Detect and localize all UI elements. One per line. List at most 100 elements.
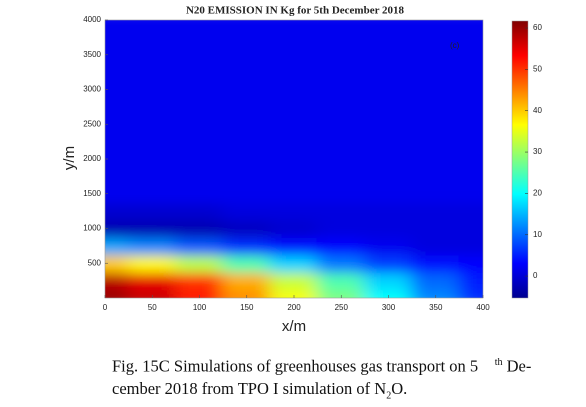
heat-cell xyxy=(127,114,177,134)
heat-cell xyxy=(458,97,483,117)
heat-cell xyxy=(316,288,366,298)
heat-cell xyxy=(174,218,225,239)
heat-cell xyxy=(316,97,366,117)
heat-cell xyxy=(222,131,272,152)
colorbar-tick-label: 50 xyxy=(533,64,542,73)
x-tick-label: 200 xyxy=(287,303,301,312)
x-tick-label: 50 xyxy=(148,303,157,312)
heat-cell xyxy=(105,79,130,100)
chart-title: N20 EMISSION IN Kg for 5th December 2018 xyxy=(186,5,405,17)
heat-cell xyxy=(316,166,366,187)
heat-cell xyxy=(363,20,414,30)
y-axis-label: y/m xyxy=(61,146,78,170)
heat-cell xyxy=(222,79,272,100)
heat-cell xyxy=(105,62,130,82)
heat-cell xyxy=(316,131,366,152)
heat-cell xyxy=(363,79,414,100)
heat-cell xyxy=(127,166,177,187)
heat-cell xyxy=(411,253,461,273)
y-tick-label: 500 xyxy=(88,258,102,267)
x-tick-label: 150 xyxy=(240,303,254,312)
x-tick-label: 100 xyxy=(193,303,207,312)
heat-cell xyxy=(269,27,319,48)
heat-cell xyxy=(105,20,130,30)
heat-cell xyxy=(363,114,414,134)
heat-cell xyxy=(363,45,414,65)
heat-cell xyxy=(458,236,483,256)
colorbar-tick-label: 40 xyxy=(533,106,542,115)
colorbar-tick-label: 20 xyxy=(533,189,542,198)
caption-text: De- xyxy=(502,356,532,376)
heat-cell xyxy=(127,27,177,48)
heat-cell xyxy=(222,20,272,30)
heat-cell xyxy=(411,149,461,169)
heat-cell xyxy=(174,270,225,291)
heat-cell xyxy=(269,97,319,117)
heat-cell xyxy=(411,62,461,82)
heat-cell xyxy=(316,149,366,169)
caption-sup: th xyxy=(494,357,503,368)
heat-cell xyxy=(316,27,366,48)
heat-cell xyxy=(174,62,225,82)
heat-cell xyxy=(222,236,272,256)
heat-cell xyxy=(174,201,225,221)
heat-cell xyxy=(174,45,225,65)
heat-cell xyxy=(174,166,225,187)
heat-cell xyxy=(222,184,272,204)
heat-cell xyxy=(105,27,130,48)
heat-cell xyxy=(174,236,225,256)
heat-cell xyxy=(411,20,461,30)
heat-cell xyxy=(105,97,130,117)
heat-cell xyxy=(316,253,366,273)
heat-cell xyxy=(411,236,461,256)
heat-cell xyxy=(363,97,414,117)
heat-cell xyxy=(458,149,483,169)
heat-cell xyxy=(458,79,483,100)
heat-cell xyxy=(127,149,177,169)
y-tick-label: 3000 xyxy=(83,85,101,94)
heat-cell xyxy=(269,45,319,65)
heat-cell xyxy=(316,184,366,204)
y-tick-label: 4000 xyxy=(83,15,101,24)
plot-area xyxy=(105,20,483,298)
heat-cell xyxy=(105,149,130,169)
heat-cell xyxy=(363,27,414,48)
heat-cell xyxy=(269,79,319,100)
heat-cell xyxy=(269,236,319,256)
heat-cell xyxy=(316,20,366,30)
heatmap xyxy=(105,20,483,298)
heat-cell xyxy=(174,20,225,30)
heat-cell xyxy=(269,184,319,204)
heat-cell xyxy=(105,166,130,187)
heat-cell xyxy=(127,131,177,152)
heat-cell xyxy=(269,166,319,187)
heat-cell xyxy=(222,270,272,291)
heat-cell xyxy=(269,253,319,273)
heat-cell xyxy=(458,218,483,239)
heat-cell xyxy=(269,114,319,134)
heat-cell xyxy=(222,114,272,134)
heat-cell xyxy=(411,201,461,221)
heat-cell xyxy=(127,236,177,256)
heat-cell xyxy=(458,270,483,291)
heat-cell xyxy=(222,62,272,82)
heat-cell xyxy=(411,114,461,134)
heat-cell xyxy=(222,27,272,48)
heat-cell xyxy=(105,253,130,273)
heat-cell xyxy=(363,253,414,273)
heat-cell xyxy=(411,79,461,100)
heat-cell xyxy=(174,253,225,273)
heat-cell xyxy=(316,201,366,221)
heat-cell xyxy=(269,201,319,221)
heat-cell xyxy=(174,114,225,134)
x-tick-label: 250 xyxy=(335,303,349,312)
heat-cell xyxy=(105,236,130,256)
heat-cell xyxy=(174,97,225,117)
heat-cell xyxy=(269,62,319,82)
caption-sub: 2 xyxy=(386,389,392,401)
heat-cell xyxy=(127,253,177,273)
heat-cell xyxy=(127,20,177,30)
heat-cell xyxy=(458,27,483,48)
heat-cell xyxy=(316,270,366,291)
heat-cell xyxy=(363,131,414,152)
